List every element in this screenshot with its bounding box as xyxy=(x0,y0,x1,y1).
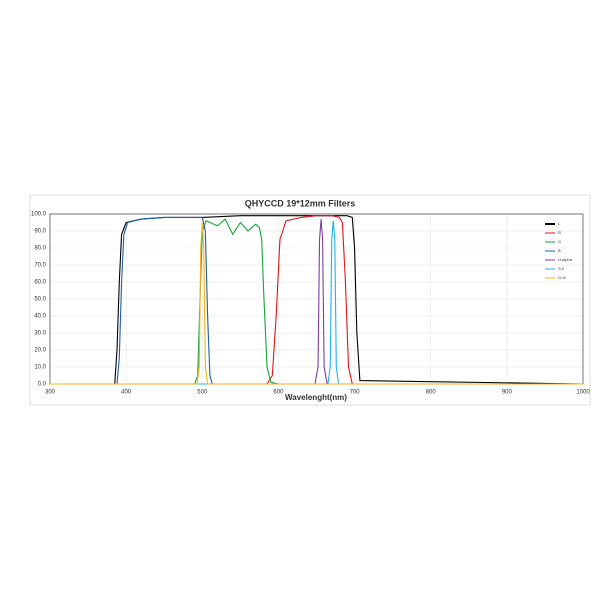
x-tick-label: 800 xyxy=(426,390,437,396)
x-axis-label: Wavelenght(nm) xyxy=(285,393,347,402)
x-tick-label: 500 xyxy=(197,390,208,396)
y-tick-label: 40.0 xyxy=(34,314,46,320)
legend-label: B xyxy=(558,248,561,253)
series-line xyxy=(50,215,583,385)
legend-label: O-III xyxy=(558,275,566,280)
y-tick-label: 90.0 xyxy=(34,229,46,235)
legend-label: L xyxy=(558,221,561,226)
y-tick-label: 10.0 xyxy=(34,365,46,371)
y-tick-label: 60.0 xyxy=(34,280,46,286)
x-tick-label: 400 xyxy=(121,390,132,396)
y-tick-label: 30.0 xyxy=(34,331,46,337)
y-tick-label: 100.0 xyxy=(31,212,47,218)
x-tick-label: 1000 xyxy=(576,390,590,396)
y-tick-label: 80.0 xyxy=(34,246,46,252)
legend-label: H-alpha xyxy=(558,257,573,262)
series-line xyxy=(50,219,583,385)
y-tick-label: 20.0 xyxy=(34,348,46,354)
x-tick-label: 600 xyxy=(273,390,284,396)
series-line xyxy=(50,220,583,385)
x-tick-label: 900 xyxy=(502,390,513,396)
chart-frame xyxy=(29,194,591,406)
x-tick-label: 700 xyxy=(350,390,361,396)
series-line xyxy=(50,216,583,385)
x-tick-label: 300 xyxy=(45,390,56,396)
series-line xyxy=(50,215,584,385)
chart-title: QHYCCD 19*12mm Filters xyxy=(245,198,356,208)
series-line xyxy=(50,222,583,385)
y-tick-label: 70.0 xyxy=(34,263,46,269)
legend-label: G xyxy=(558,239,561,244)
y-tick-label: 50.0 xyxy=(34,297,46,303)
y-tick-label: 0.0 xyxy=(38,382,47,388)
legend-label: S-II xyxy=(558,266,564,271)
legend-label: R xyxy=(558,230,561,235)
